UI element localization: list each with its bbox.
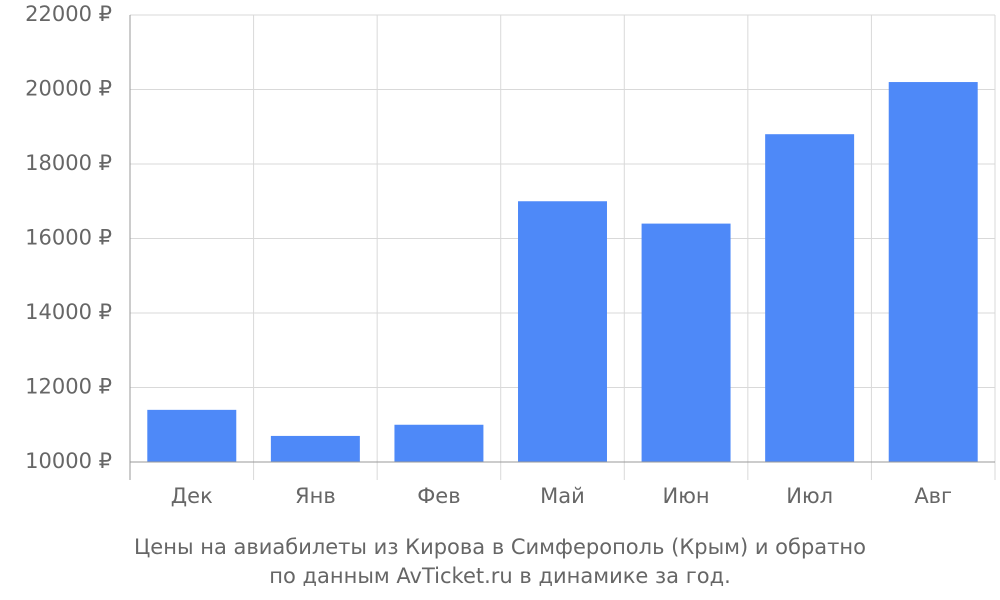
x-tick-label: Янв	[295, 484, 336, 508]
bar	[641, 223, 731, 462]
y-tick-label: 18000 ₽	[25, 151, 112, 175]
y-tick-label: 12000 ₽	[25, 375, 112, 399]
chart-title: Цены на авиабилеты из Кирова в Симферопо…	[134, 535, 866, 559]
bar	[518, 201, 607, 462]
x-tick-label: Июн	[663, 484, 710, 508]
chart-subtitle: по данным AvTicket.ru в динамике за год.	[269, 564, 731, 588]
bar	[270, 435, 360, 462]
x-tick-label: Фев	[417, 484, 460, 508]
x-tick-label: Дек	[171, 484, 213, 508]
y-tick-label: 16000 ₽	[25, 226, 112, 250]
y-tick-label: 20000 ₽	[25, 77, 112, 101]
bar	[147, 409, 237, 462]
x-tick-label: Май	[540, 484, 585, 508]
bar	[888, 82, 978, 463]
y-tick-label: 22000 ₽	[25, 2, 112, 26]
bar	[394, 424, 484, 462]
x-tick-label: Июл	[786, 484, 833, 508]
y-tick-label: 10000 ₽	[25, 449, 112, 473]
x-tick-label: Авг	[914, 484, 952, 508]
bar	[765, 134, 855, 462]
y-tick-label: 14000 ₽	[25, 300, 112, 324]
